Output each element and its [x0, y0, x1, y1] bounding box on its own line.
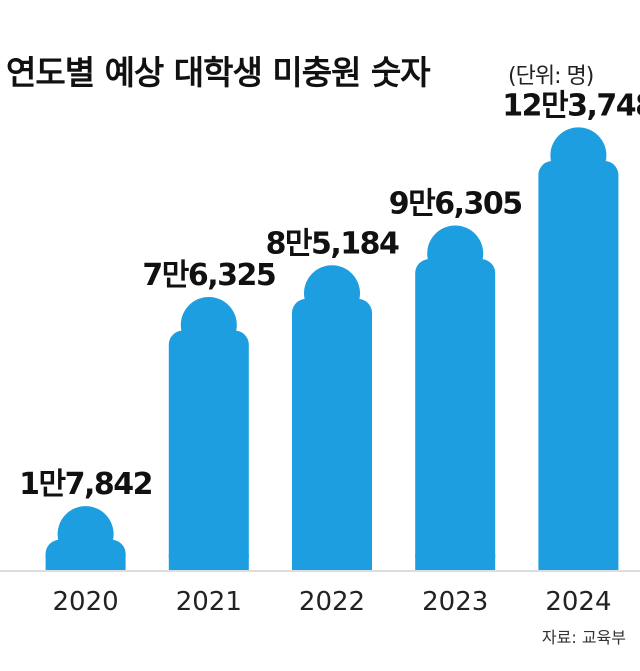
bar-base: [292, 554, 372, 570]
bar-base: [168, 554, 249, 570]
unit-label: (단위: 명): [508, 64, 594, 89]
category-label: 2023: [422, 587, 488, 617]
chart-title: 연도별 예상 대학생 미충원 숫자: [6, 53, 431, 92]
bar-head: [427, 225, 484, 282]
value-label: 1만7,842: [19, 467, 152, 502]
bar-2021: [168, 296, 249, 570]
bar-body: [538, 160, 619, 570]
category-label: 2020: [53, 587, 119, 617]
bar-base: [415, 554, 496, 570]
bars-layer: [0, 127, 640, 572]
bar-2020: [45, 506, 126, 570]
value-label: 9만6,305: [389, 187, 522, 222]
bar-2022: [292, 265, 372, 570]
category-label: 2022: [299, 587, 365, 617]
value-label: 12만3,748: [502, 88, 640, 123]
category-label: 2021: [176, 587, 242, 617]
bar-head: [304, 265, 360, 322]
category-label: 2024: [545, 587, 611, 617]
bar-2024: [538, 127, 619, 570]
bar-2023: [415, 225, 496, 570]
labels-layer: 1만7,842 2020 7만6,325 2021 8만5,184 2022 9만6,305…: [19, 88, 640, 617]
bar-head: [550, 127, 607, 184]
bar-base: [538, 554, 619, 570]
source-note: 자료: 교육부: [541, 628, 626, 647]
value-label: 7만6,325: [142, 258, 275, 293]
bar-body: [292, 298, 372, 570]
bar-head: [180, 296, 237, 353]
bar-body: [415, 259, 496, 570]
bar-head: [57, 506, 114, 563]
bar-body: [168, 330, 249, 570]
value-label: 8만5,184: [266, 226, 399, 261]
